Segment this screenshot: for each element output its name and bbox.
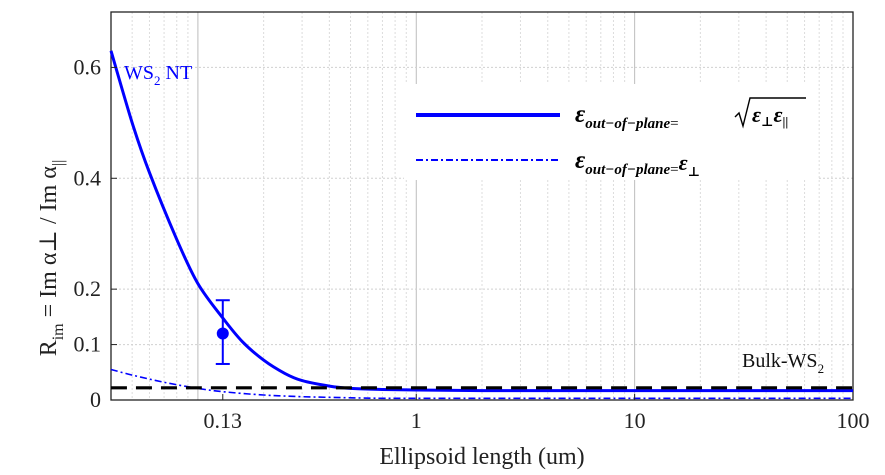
- ticks: 0.13 1 10 100 0 0.1 0.2 0.4 0.6: [74, 54, 870, 433]
- data-point-marker: [216, 327, 229, 340]
- y-tick-label: 0.2: [74, 276, 102, 301]
- x-axis-title: Ellipsoid length (um): [379, 444, 584, 470]
- legend-radical-sign: [734, 97, 806, 129]
- annotation-ws2-nt: WS2 NT: [124, 62, 192, 88]
- experimental-point: [215, 299, 230, 365]
- y-tick-label: 0: [90, 387, 101, 412]
- x-tick-label: 1: [411, 408, 422, 433]
- legend-box: [404, 84, 817, 180]
- y-tick-label: 0.1: [74, 332, 102, 357]
- x-tick-label: 100: [837, 408, 870, 433]
- x-tick-label: 0.13: [204, 408, 243, 433]
- series-line-2-dashdot: [110, 368, 853, 400]
- series-line-1-solid: [109, 50, 853, 393]
- grid: [111, 12, 853, 401]
- series-layer: [109, 50, 853, 400]
- x-tick-label: 10: [624, 408, 646, 433]
- legend: εout−of−plane= ε⊥ε|| εout−of−plane=ε⊥: [404, 84, 817, 180]
- y-tick-label: 0.4: [74, 165, 102, 190]
- legend-radical-content: ε⊥ε||: [752, 102, 788, 129]
- legend-label-2: εout−of−plane=ε⊥: [575, 147, 700, 179]
- legend-label-1: εout−of−plane=: [575, 101, 679, 132]
- plot-frame: [110, 11, 854, 401]
- y-tick-label: 0.6: [74, 54, 102, 79]
- y-axis-title: Rim = Im α⊥ / Im α||: [36, 160, 67, 357]
- annotation-bulk-ws2: Bulk-WS2: [742, 350, 824, 376]
